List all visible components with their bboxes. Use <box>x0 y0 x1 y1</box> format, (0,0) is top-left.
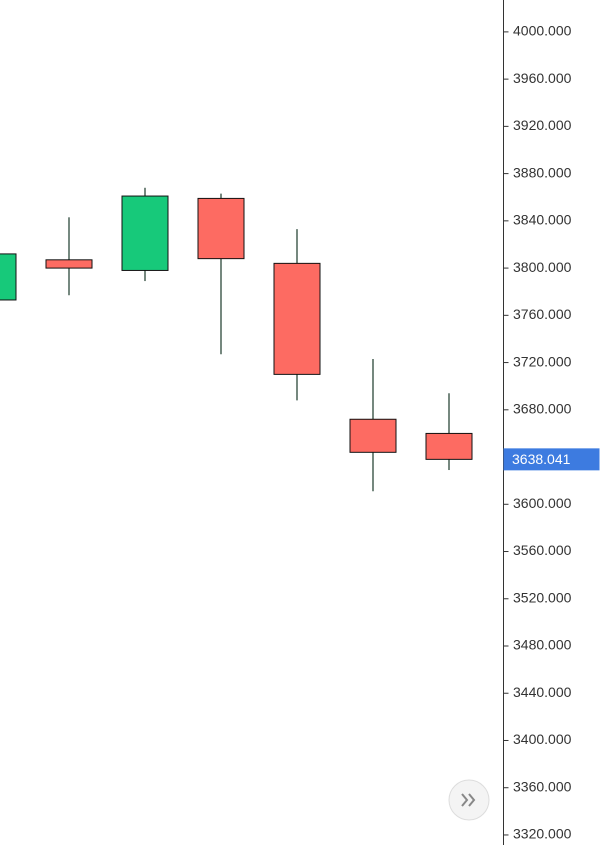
y-tick-label: 3760.000 <box>513 306 572 322</box>
last-price-marker <box>503 448 600 471</box>
y-tick-label: 3400.000 <box>513 731 572 747</box>
candle-body <box>0 253 17 301</box>
y-tick-label: 3920.000 <box>513 117 572 133</box>
y-tick-label: 3600.000 <box>513 495 572 511</box>
y-tick-label: 3320.000 <box>513 826 572 842</box>
scroll-button[interactable] <box>448 779 490 821</box>
scroll-button-icon[interactable] <box>461 793 476 807</box>
y-tick-label: 3840.000 <box>513 212 572 228</box>
y-tick-label: 3960.000 <box>513 70 572 86</box>
scroll-button-circle[interactable] <box>448 779 490 821</box>
candle-body <box>425 432 473 460</box>
y-tick-label: 3480.000 <box>513 637 572 653</box>
y-tick-label: 3520.000 <box>513 589 572 605</box>
y-tick-label: 3800.000 <box>513 259 572 275</box>
candle-body <box>273 262 321 375</box>
y-tick-label: 3440.000 <box>513 684 572 700</box>
last-price-label: 3638.041 <box>512 451 571 467</box>
y-tick-label: 3680.000 <box>513 401 572 417</box>
y-tick-label: 3720.000 <box>513 353 572 369</box>
y-tick-label: 4000.000 <box>513 23 572 39</box>
candle-body <box>121 195 169 271</box>
candle-body <box>197 197 245 260</box>
y-tick-label: 3880.000 <box>513 164 572 180</box>
candle-body <box>349 418 397 453</box>
y-tick-label: 3560.000 <box>513 542 572 558</box>
candle-body <box>45 259 93 269</box>
y-tick-label: 3360.000 <box>513 778 572 794</box>
